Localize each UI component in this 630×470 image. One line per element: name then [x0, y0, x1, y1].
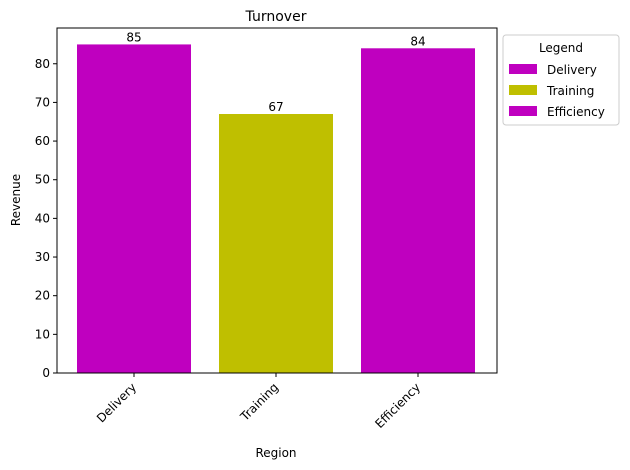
legend: Legend Delivery Training Efficiency	[502, 34, 620, 126]
legend-swatch	[509, 85, 537, 95]
chart-title: Turnover	[245, 9, 307, 25]
bar-training	[219, 114, 333, 374]
y-tick-label: 10	[35, 327, 50, 341]
data-label: 85	[126, 30, 141, 44]
legend-title: Legend	[539, 41, 583, 55]
data-label: 84	[410, 34, 425, 48]
legend-swatch	[509, 106, 537, 116]
legend-entries: Delivery Training Efficiency	[509, 63, 605, 119]
data-label: 67	[268, 100, 283, 114]
legend-label: Training	[546, 84, 594, 98]
y-tick-label: 40	[35, 211, 50, 225]
x-tick-label: Training	[237, 380, 281, 424]
bars-layer: 85 67 84	[77, 30, 475, 374]
legend-frame	[502, 34, 620, 126]
y-tick-label: 30	[35, 250, 50, 264]
legend-swatch	[509, 64, 537, 74]
x-tick-label: Efficiency	[372, 380, 423, 431]
y-axis-label: Revenue	[9, 174, 23, 226]
legend-label: Delivery	[547, 63, 597, 77]
plot-frame	[56, 27, 498, 374]
y-tick-label: 0	[42, 366, 50, 380]
x-tick-label: Delivery	[94, 380, 139, 425]
y-tick-label: 50	[35, 173, 50, 187]
x-axis: Delivery Training Efficiency	[94, 373, 423, 431]
y-tick-label: 80	[35, 57, 50, 71]
y-tick-label: 70	[35, 95, 50, 109]
legend-label: Efficiency	[547, 105, 605, 119]
bar-efficiency	[361, 48, 475, 373]
y-axis: 0 10 20 30 40 50 60 70 80	[35, 57, 57, 380]
bar-delivery	[77, 44, 191, 374]
y-tick-label: 60	[35, 134, 50, 148]
x-axis-label: Region	[255, 446, 296, 460]
y-tick-label: 20	[35, 289, 50, 303]
